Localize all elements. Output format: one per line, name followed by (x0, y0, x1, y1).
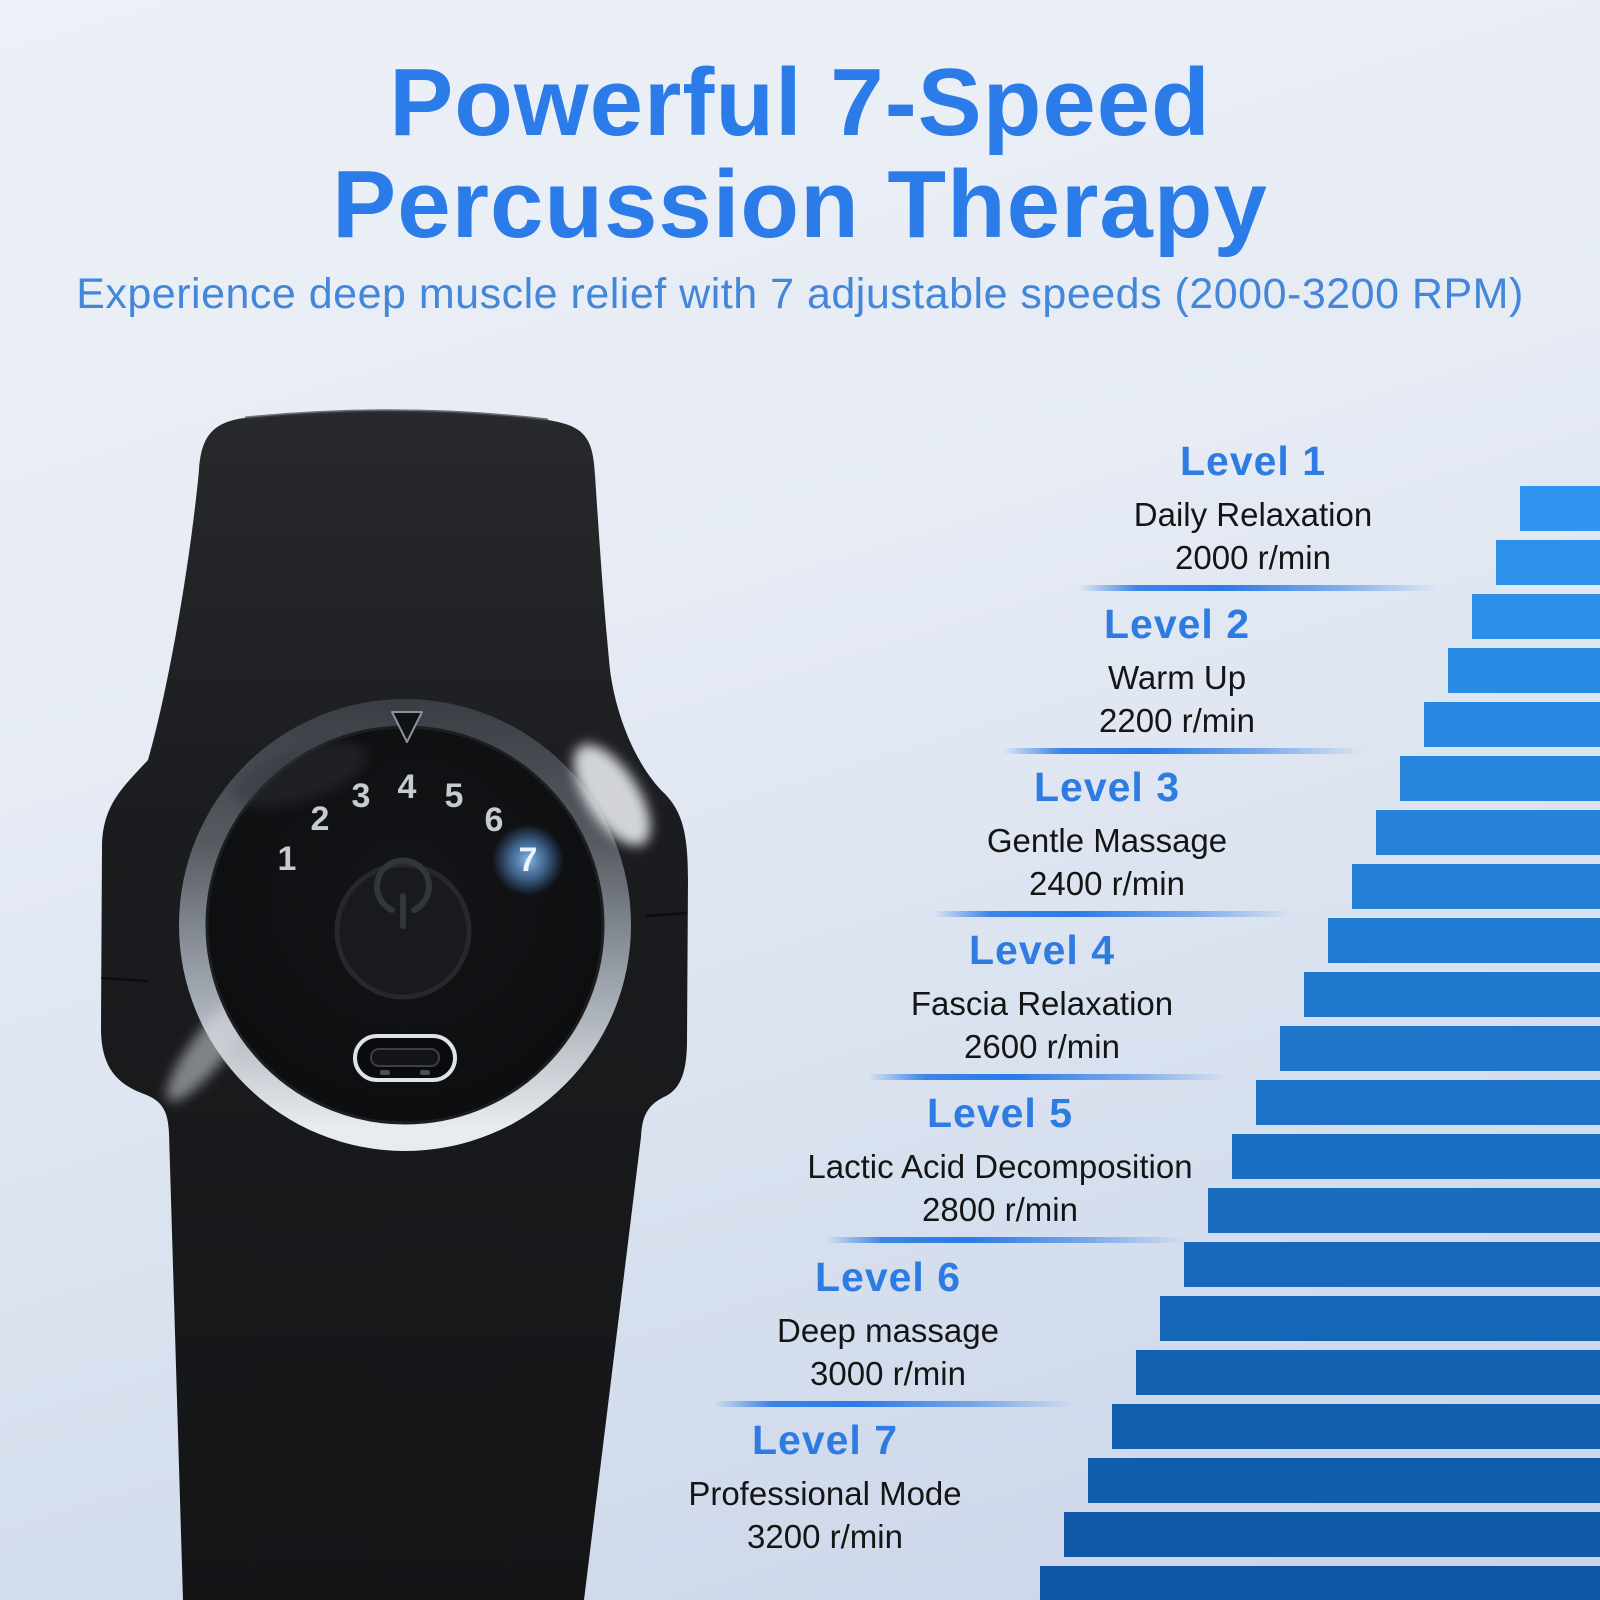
level-title: Level 2 (1103, 601, 1251, 647)
stair-step (1424, 702, 1600, 747)
level-name: Lactic Acid Decomposition (807, 1148, 1193, 1185)
stair-step (1472, 594, 1600, 639)
wing-seam-left (100, 976, 149, 983)
level-rpm: 2000 r/min (1175, 539, 1331, 576)
level-divider (933, 911, 1293, 917)
level-item: Level 4 Fascia Relaxation 2600 r/min (762, 927, 1322, 1066)
stair-step (1160, 1296, 1600, 1341)
level-rpm: 2400 r/min (1029, 865, 1185, 902)
level-rpm: 3200 r/min (747, 1518, 903, 1555)
stair-step (1376, 810, 1600, 855)
wing-seam-right (644, 911, 688, 918)
massage-gun-photo: 1 2 3 4 5 6 7 (100, 409, 688, 1600)
level-title: Level 4 (968, 927, 1116, 973)
dial-number-3: 3 (352, 777, 371, 815)
level-rpm: 3000 r/min (810, 1355, 966, 1392)
stair-step (1496, 540, 1600, 585)
level-name: Gentle Massage (986, 822, 1228, 859)
level-rpm: 2600 r/min (964, 1028, 1120, 1065)
dial-number-2: 2 (311, 800, 330, 838)
stair-step (1400, 756, 1600, 801)
stair-step (1304, 972, 1600, 1017)
stair-step (1088, 1458, 1600, 1503)
level-title: Level 6 (814, 1254, 962, 1300)
level-divider (1003, 748, 1363, 754)
stair-step (1328, 918, 1600, 963)
level-rpm: 2800 r/min (922, 1191, 1078, 1228)
active-speed-glow (492, 824, 564, 896)
stair-step (1112, 1404, 1600, 1449)
level-item: Level 3 Gentle Massage 2400 r/min (827, 764, 1387, 903)
level-name: Deep massage (777, 1312, 999, 1349)
stair-step (1256, 1080, 1600, 1125)
title-line-2: Percussion Therapy (332, 150, 1268, 258)
stair-step (1280, 1026, 1600, 1071)
stair-step (1208, 1188, 1600, 1233)
level-item: Level 6 Deep massage 3000 r/min (608, 1254, 1168, 1393)
stair-step (1352, 864, 1600, 909)
level-name: Warm Up (1107, 659, 1247, 696)
level-item: Level 7 Professional Mode 3200 r/min (545, 1417, 1105, 1556)
power-icon (374, 857, 432, 929)
dial-number-6: 6 (485, 801, 504, 839)
level-title: Level 3 (1033, 764, 1181, 810)
level-name: Fascia Relaxation (910, 985, 1174, 1022)
dial-number-7-active: 7 (519, 841, 538, 879)
level-name: Professional Mode (688, 1475, 962, 1512)
level-name: Daily Relaxation (1133, 496, 1373, 533)
level-title: Level 5 (926, 1090, 1074, 1136)
stair-step (1040, 1566, 1600, 1600)
device-head-highlight (244, 409, 549, 422)
page-subtitle: Experience deep muscle relief with 7 adj… (76, 270, 1524, 318)
dial-notch-icon (391, 711, 423, 743)
page-title: Powerful 7-Speed Percussion Therapy (0, 52, 1600, 256)
power-button (334, 862, 472, 1000)
level-divider (826, 1237, 1186, 1243)
usb-c-port (353, 1034, 457, 1082)
dial-number-1: 1 (278, 840, 297, 878)
level-divider (714, 1401, 1074, 1407)
dish-reflection (232, 742, 368, 808)
stair-step (1064, 1512, 1600, 1557)
stair-step (1232, 1134, 1600, 1179)
dial-number-5: 5 (445, 777, 464, 815)
title-line-1: Powerful 7-Speed (389, 49, 1211, 156)
stair-step (1448, 648, 1600, 693)
stair-step (1520, 486, 1600, 531)
level-rpm: 2200 r/min (1099, 702, 1255, 739)
level-item: Level 1 Daily Relaxation 2000 r/min (973, 438, 1533, 577)
level-title: Level 1 (1179, 438, 1327, 484)
ring-highlight-right (573, 744, 651, 846)
dial-number-4: 4 (398, 768, 417, 806)
level-title: Level 7 (751, 1417, 899, 1463)
stair-step (1136, 1350, 1600, 1395)
stair-step (1184, 1242, 1600, 1287)
level-divider (868, 1074, 1228, 1080)
level-item: Level 2 Warm Up 2200 r/min (897, 601, 1457, 740)
level-item: Level 5 Lactic Acid Decomposition 2800 r/m… (720, 1090, 1280, 1229)
level-divider (1079, 585, 1439, 591)
